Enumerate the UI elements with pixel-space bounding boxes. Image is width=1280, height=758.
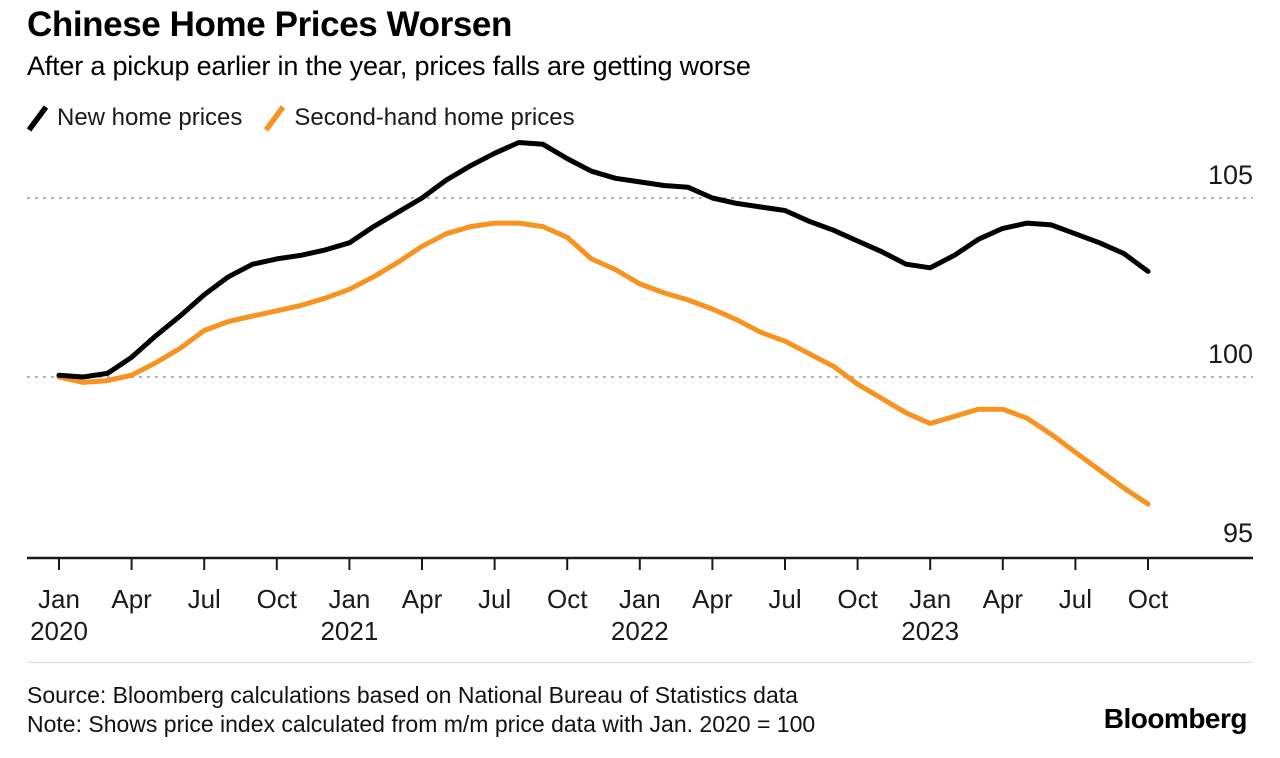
legend-item-second-hand-home-prices: Second-hand home prices [264, 104, 575, 132]
x-axis-month-label: Oct [837, 584, 878, 614]
x-axis-month-label: Jan [328, 584, 370, 614]
x-axis-month-label: Jul [1059, 584, 1092, 614]
x-axis-month-label: Oct [1128, 584, 1169, 614]
x-axis-month-label: Apr [111, 584, 152, 614]
chart-legend: New home prices Second-hand home prices [27, 104, 575, 132]
x-axis-year-label: 2023 [901, 616, 959, 646]
note-text: Note: Shows price index calculated from … [27, 711, 816, 737]
line-swatch-icon [264, 104, 286, 132]
x-axis-year-label: 2022 [611, 616, 669, 646]
y-axis-label-105: 105 [1208, 160, 1253, 190]
x-axis-month-label: Apr [983, 584, 1024, 614]
x-axis-year-label: 2020 [30, 616, 88, 646]
x-axis-month-label: Oct [547, 584, 588, 614]
series-line-second-hand-home-prices [56, 220, 1151, 507]
x-axis-month-label: Jan [38, 584, 80, 614]
x-axis-year-label: 2021 [320, 616, 378, 646]
x-axis-month-label: Jul [478, 584, 511, 614]
chart-subtitle: After a pickup earlier in the year, pric… [27, 51, 751, 81]
legend-item-label: Second-hand home prices [294, 104, 575, 131]
chart-title: Chinese Home Prices Worsen [27, 5, 512, 44]
line-swatch-icon [27, 104, 48, 132]
y-axis-label-95: 95 [1223, 518, 1253, 548]
x-axis-month-label: Apr [402, 584, 443, 614]
source-text: Source: Bloomberg calculations based on … [27, 682, 798, 708]
x-axis-month-label: Jul [768, 584, 801, 614]
x-axis-month-label: Oct [257, 584, 298, 614]
x-axis-month-label: Apr [692, 584, 733, 614]
x-axis-month-label: Jan [619, 584, 661, 614]
legend-item-label: New home prices [57, 104, 243, 131]
bloomberg-logo: Bloomberg [1103, 703, 1248, 734]
x-axis-month-label: Jul [188, 584, 221, 614]
legend-item-new-home-prices: New home prices [27, 104, 242, 132]
footer-divider [27, 662, 1253, 663]
y-axis-label-100: 100 [1208, 339, 1253, 369]
x-axis-month-label: Jan [909, 584, 951, 614]
series-line-new-home-prices [56, 140, 1151, 380]
